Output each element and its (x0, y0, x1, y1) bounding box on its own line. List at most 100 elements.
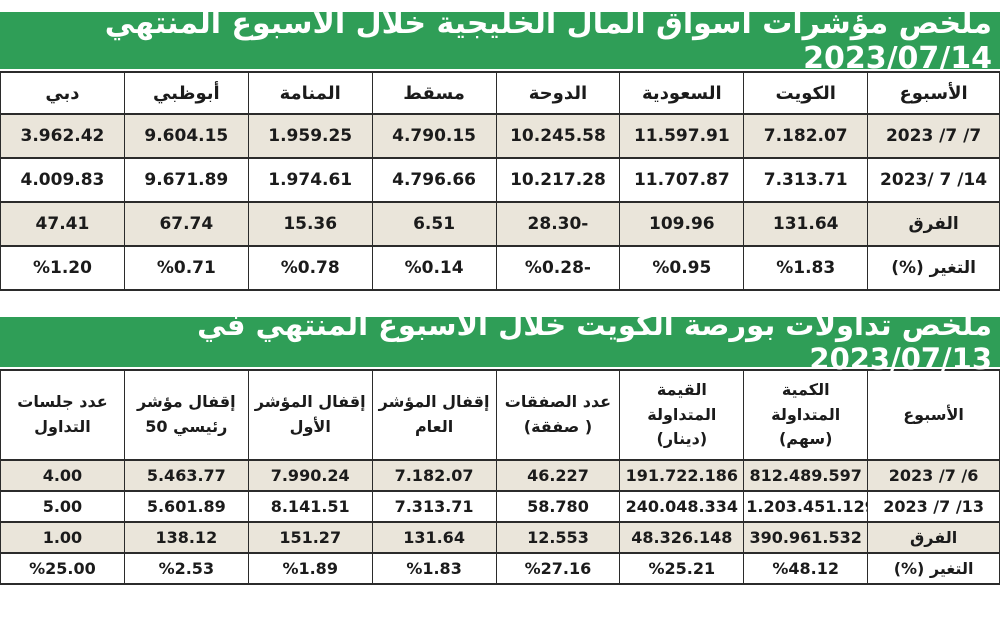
table-row: 2023/ 7 /14 7.313.71 11.707.87 10.217.28 4.7… (0, 157, 1000, 203)
header-row: الأسبوع الكويت السعودية الدوحة مسقط المنامة أب… (0, 71, 1000, 115)
value-cell: 4.796.66 (371, 157, 497, 203)
value-cell: 67.74 (123, 201, 249, 247)
row-label-cell: التغير (%) (867, 245, 1000, 291)
week-header-cell: الأسبوع (867, 71, 1000, 115)
header-cell: مسقط (371, 71, 497, 115)
kuwait-bourse-table: الأسبوع الكمية المتداولة (سهم) القيمة المت… (0, 369, 1000, 585)
value-cell: 8.141.51 (247, 490, 373, 523)
table-row: الفرق 131.64 109.96 28.30- 6.51 15.36 67.74 47.… (0, 201, 1000, 247)
row-label-cell: 2023 /7 /7 (867, 113, 1000, 159)
kuwait-bourse-banner: ملخص تداولات بورصة الكويت خلال الأسبوع ا… (0, 308, 1000, 376)
value-cell: 138.12 (123, 521, 249, 554)
value-cell: 131.64 (743, 201, 869, 247)
table-row: التغير (%) %1.83 %0.95 %0.28- %0.14 %0.78 %0.7… (0, 245, 1000, 291)
value-cell: 11.597.91 (619, 113, 745, 159)
header-cell: إقفال المؤشر الأول (247, 369, 373, 461)
kuwait-bourse-table-header: الأسبوع الكمية المتداولة (سهم) القيمة المت… (0, 369, 1000, 461)
value-cell: 7.313.71 (743, 157, 869, 203)
value-cell: 58.780 (495, 490, 621, 523)
gulf-markets-banner-title: ملخص مؤشرات أسواق المال الخليجية خلال ال… (104, 5, 992, 76)
value-cell: 1.203.451.129 (743, 490, 869, 523)
table-row: التغير (%) %48.12 %25.21 %27.16 %1.83 %1.89 %2… (0, 552, 1000, 585)
value-cell: 191.722.186 (619, 459, 745, 492)
value-cell: 10.217.28 (495, 157, 621, 203)
header-cell: إقفال مؤشر رئيسي 50 (123, 369, 249, 461)
header-cell: الدوحة (495, 71, 621, 115)
value-cell: 28.30- (495, 201, 621, 247)
gulf-markets-table-header: الأسبوع الكويت السعودية الدوحة مسقط المنامة أب… (0, 71, 1000, 115)
table-row: 2023 /7 /7 7.182.07 11.597.91 10.245.58 4.79… (0, 113, 1000, 159)
kuwait-bourse-table-body: 2023 /7 /6 812.489.597 191.722.186 46.227 7.… (0, 459, 1000, 585)
value-cell: 7.182.07 (371, 459, 497, 492)
value-cell: %25.21 (619, 552, 745, 585)
row-label-cell: 2023 /7 /6 (867, 459, 1000, 492)
header-cell: المنامة (247, 71, 373, 115)
header-cell: السعودية (619, 71, 745, 115)
value-cell: 1.00 (0, 521, 125, 554)
table-row: 2023 /7 /13 1.203.451.129 240.048.334 58.78… (0, 490, 1000, 523)
value-cell: 390.961.532 (743, 521, 869, 554)
row-label-cell: 2023 /7 /13 (867, 490, 1000, 523)
value-cell: 47.41 (0, 201, 125, 247)
value-cell: %25.00 (0, 552, 125, 585)
value-cell: %48.12 (743, 552, 869, 585)
value-cell: %0.78 (247, 245, 373, 291)
header-cell: إقفال المؤشر العام (371, 369, 497, 461)
value-cell: 46.227 (495, 459, 621, 492)
row-label-cell: 2023/ 7 /14 (867, 157, 1000, 203)
row-label-cell: الفرق (867, 201, 1000, 247)
value-cell: 7.313.71 (371, 490, 497, 523)
value-cell: %0.28- (495, 245, 621, 291)
value-cell: %27.16 (495, 552, 621, 585)
value-cell: 10.245.58 (495, 113, 621, 159)
value-cell: 6.51 (371, 201, 497, 247)
header-cell: عدد الصفقات ( صفقة) (495, 369, 621, 461)
value-cell: %2.53 (123, 552, 249, 585)
table-row: الفرق 390.961.532 48.326.148 12.553 131.64 15… (0, 521, 1000, 554)
value-cell: 7.182.07 (743, 113, 869, 159)
gulf-markets-table: الأسبوع الكويت السعودية الدوحة مسقط المنامة أب… (0, 71, 1000, 291)
value-cell: %0.14 (371, 245, 497, 291)
value-cell: 109.96 (619, 201, 745, 247)
header-cell: أبوظبي (123, 71, 249, 115)
header-cell: الكمية المتداولة (سهم) (743, 369, 869, 461)
value-cell: 5.00 (0, 490, 125, 523)
value-cell: 5.463.77 (123, 459, 249, 492)
value-cell: 131.64 (371, 521, 497, 554)
value-cell: 11.707.87 (619, 157, 745, 203)
value-cell: %1.83 (743, 245, 869, 291)
value-cell: 1.959.25 (247, 113, 373, 159)
value-cell: 4.790.15 (371, 113, 497, 159)
header-row: الأسبوع الكمية المتداولة (سهم) القيمة المت… (0, 369, 1000, 461)
gulf-markets-banner: ملخص مؤشرات أسواق المال الخليجية خلال ال… (0, 6, 1000, 76)
value-cell: 5.601.89 (123, 490, 249, 523)
value-cell: 9.671.89 (123, 157, 249, 203)
value-cell: 48.326.148 (619, 521, 745, 554)
value-cell: %1.83 (371, 552, 497, 585)
value-cell: 151.27 (247, 521, 373, 554)
page-root: ملخص مؤشرات أسواق المال الخليجية خلال ال… (0, 6, 1000, 585)
row-label-cell: الفرق (867, 521, 1000, 554)
header-cell: دبي (0, 71, 125, 115)
value-cell: 4.00 (0, 459, 125, 492)
week-header-cell: الأسبوع (867, 369, 1000, 461)
header-cell: عدد جلسات التداول (0, 369, 125, 461)
value-cell: %0.71 (123, 245, 249, 291)
value-cell: 1.974.61 (247, 157, 373, 203)
header-cell: الكويت (743, 71, 869, 115)
header-cell: القيمة المتداولة (دينار) (619, 369, 745, 461)
value-cell: 3.962.42 (0, 113, 125, 159)
kuwait-bourse-banner-title: ملخص تداولات بورصة الكويت خلال الأسبوع ا… (197, 308, 992, 376)
value-cell: 812.489.597 (743, 459, 869, 492)
value-cell: %1.89 (247, 552, 373, 585)
value-cell: 240.048.334 (619, 490, 745, 523)
table-row: 2023 /7 /6 812.489.597 191.722.186 46.227 7.… (0, 459, 1000, 492)
value-cell: 9.604.15 (123, 113, 249, 159)
value-cell: %0.95 (619, 245, 745, 291)
value-cell: 7.990.24 (247, 459, 373, 492)
value-cell: 15.36 (247, 201, 373, 247)
value-cell: %1.20 (0, 245, 125, 291)
gulf-markets-table-body: 2023 /7 /7 7.182.07 11.597.91 10.245.58 4.79… (0, 113, 1000, 291)
value-cell: 12.553 (495, 521, 621, 554)
value-cell: 4.009.83 (0, 157, 125, 203)
